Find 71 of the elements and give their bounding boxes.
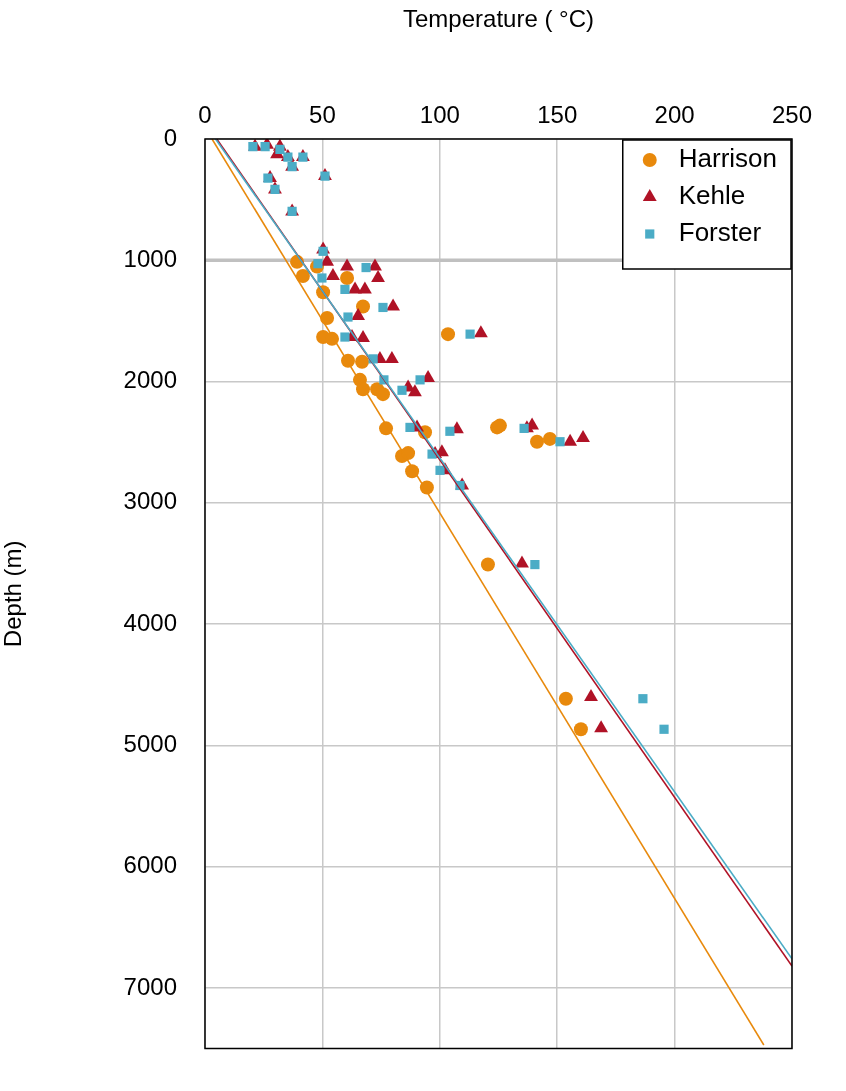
point xyxy=(287,162,297,172)
point xyxy=(638,694,648,704)
point xyxy=(355,354,370,369)
point xyxy=(318,246,328,256)
point xyxy=(465,329,475,339)
point xyxy=(368,258,382,271)
point xyxy=(445,426,455,436)
point xyxy=(659,724,669,734)
point xyxy=(480,557,495,572)
point xyxy=(340,332,350,342)
point xyxy=(361,262,371,273)
y-tick-label: 3000 xyxy=(123,487,177,515)
y-tick-label: 5000 xyxy=(123,730,177,758)
point xyxy=(248,142,258,152)
point xyxy=(427,449,437,459)
x-tick-label: 150 xyxy=(537,101,578,129)
y-tick-label: 1000 xyxy=(123,244,177,272)
y-tick-label: 4000 xyxy=(123,608,177,636)
point xyxy=(576,429,590,442)
point xyxy=(340,270,355,285)
legend-label: Harrison xyxy=(678,143,777,174)
y-tick-label: 6000 xyxy=(123,851,177,879)
point xyxy=(384,350,399,363)
x-tick-label: 50 xyxy=(309,101,336,129)
point xyxy=(340,284,350,294)
point xyxy=(356,299,371,314)
x-tick-label: 0 xyxy=(198,101,212,129)
point xyxy=(343,312,353,322)
y-axis-title: Depth (m) xyxy=(0,540,27,648)
point xyxy=(542,431,557,446)
point xyxy=(275,144,285,155)
x-tick-label: 200 xyxy=(654,101,695,129)
point xyxy=(519,423,529,433)
point xyxy=(530,559,540,570)
point xyxy=(317,273,327,283)
point xyxy=(340,258,354,271)
point xyxy=(320,311,335,326)
y-tick-label: 0 xyxy=(163,123,177,151)
point xyxy=(563,433,578,446)
point xyxy=(295,269,310,284)
legend-label: Kehle xyxy=(678,180,746,211)
point xyxy=(397,385,407,395)
point xyxy=(351,308,366,321)
x-tick-label: 250 xyxy=(771,101,813,129)
point xyxy=(530,434,545,449)
y-tick-label: 2000 xyxy=(123,366,177,394)
point xyxy=(407,384,422,397)
point xyxy=(441,327,456,342)
point xyxy=(405,422,415,432)
point xyxy=(415,375,425,385)
point xyxy=(555,437,565,447)
x-axis-title: Temperature ( °C) xyxy=(403,5,594,33)
x-tick-label: 100 xyxy=(419,101,460,129)
point xyxy=(378,302,388,313)
point xyxy=(371,269,385,282)
point xyxy=(375,387,390,402)
point xyxy=(326,268,340,281)
point xyxy=(473,325,488,338)
point xyxy=(594,720,609,733)
point xyxy=(356,330,370,343)
point xyxy=(558,691,573,706)
point xyxy=(515,555,529,568)
point xyxy=(263,173,273,183)
y-tick-label: 7000 xyxy=(123,972,177,1000)
legend-label: Forster xyxy=(678,217,762,248)
point xyxy=(357,281,372,294)
point xyxy=(435,465,445,475)
point xyxy=(584,688,598,701)
point xyxy=(573,722,588,737)
point xyxy=(260,142,270,152)
point xyxy=(386,298,400,311)
